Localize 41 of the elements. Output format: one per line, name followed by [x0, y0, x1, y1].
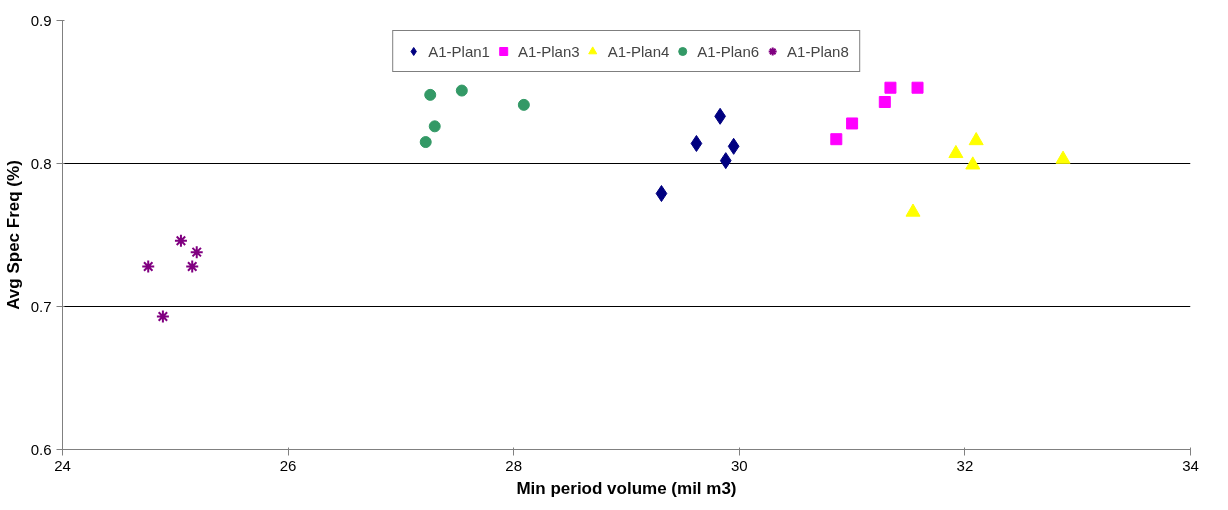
point	[830, 133, 843, 146]
point	[189, 245, 204, 260]
point	[878, 96, 891, 109]
point	[948, 144, 964, 159]
legend-label: A1-Plan1	[428, 42, 490, 60]
y-tick-label: 0.8	[30, 154, 52, 172]
point	[1055, 150, 1071, 164]
x-tick-label: 26	[279, 456, 297, 474]
point	[846, 117, 859, 130]
x-tick-label: 32	[956, 456, 974, 474]
point	[655, 185, 668, 203]
point	[428, 120, 441, 133]
legend-label: A1-Plan8	[787, 42, 849, 60]
y-tick-label: 0.6	[30, 440, 52, 458]
point	[968, 132, 984, 146]
y-axis-title: Avg Spec Freq (%)	[3, 160, 23, 310]
point	[517, 98, 530, 111]
y-tick-label: 0.9	[30, 11, 52, 29]
legend-label: A1-Plan6	[697, 42, 760, 60]
point	[419, 136, 432, 149]
x-tick-label: 24	[54, 456, 71, 474]
point	[424, 88, 437, 101]
x-tick-label: 28	[505, 456, 523, 474]
x-tick-label: 30	[730, 456, 748, 474]
legend-label: A1-Plan4	[607, 42, 670, 60]
point	[727, 137, 740, 155]
point	[173, 233, 188, 248]
point	[884, 81, 897, 94]
y-tick-label: 0.7	[30, 297, 52, 315]
point	[185, 259, 200, 274]
point	[455, 84, 468, 97]
point	[141, 259, 156, 274]
point	[905, 203, 921, 217]
point	[911, 81, 924, 94]
point	[690, 134, 703, 152]
point	[719, 152, 732, 170]
x-axis-title: Min period volume (mil m3)	[516, 478, 737, 498]
legend-label: A1-Plan3	[517, 42, 580, 60]
point	[965, 156, 981, 170]
x-tick-label: 34	[1182, 456, 1199, 474]
point	[155, 309, 170, 324]
